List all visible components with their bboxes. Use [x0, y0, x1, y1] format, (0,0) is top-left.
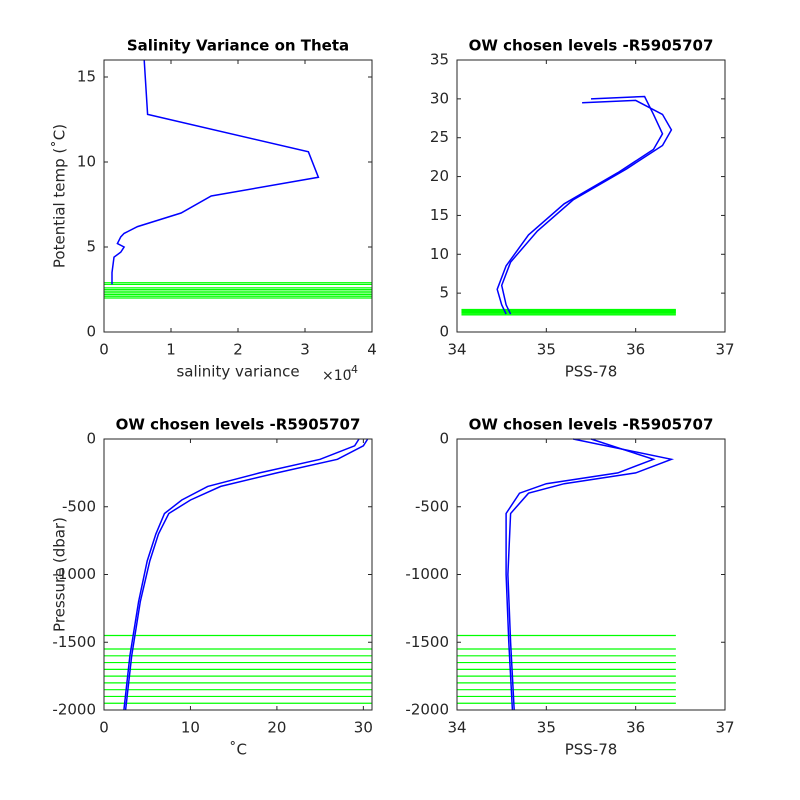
y-tick-label: 30 — [430, 89, 449, 107]
y-tick-label: 0 — [86, 430, 96, 448]
y-tick-label: 15 — [430, 206, 449, 224]
axes-background — [104, 439, 372, 710]
chart-title: OW chosen levels -R5905707 — [469, 37, 714, 55]
profile-line — [507, 438, 675, 711]
x-tick-label: 34 — [447, 719, 466, 737]
y-tick-label: 35 — [430, 51, 449, 69]
x-tick-label: 4 — [367, 341, 377, 359]
x-tick-label: 34 — [447, 341, 466, 359]
y-tick-label: 10 — [77, 153, 96, 171]
x-tick-label: 36 — [626, 341, 645, 359]
x-tick-label: 30 — [354, 719, 373, 737]
y-tick-label: 5 — [439, 284, 449, 302]
x-tick-label: 20 — [267, 719, 286, 737]
chart-title: OW chosen levels -R5905707 — [116, 416, 361, 434]
x-tick-label: 35 — [537, 719, 556, 737]
y-tick-label: -1000 — [405, 565, 449, 583]
y-tick-label: 5 — [86, 238, 96, 256]
x-axis-label: ˚C — [229, 741, 247, 759]
x-multiplier: ×10 — [322, 368, 352, 384]
axes-background — [104, 60, 372, 332]
x-tick-label: 37 — [715, 341, 734, 359]
x-tick-label: 36 — [626, 719, 645, 737]
x-tick-label: 3 — [300, 341, 310, 359]
x-tick-label: 35 — [537, 341, 556, 359]
y-tick-label: -1500 — [52, 633, 96, 651]
y-axis-label: Potential temp (˚C) — [51, 124, 69, 268]
x-tick-label: 10 — [181, 719, 200, 737]
profile-line — [500, 99, 673, 315]
y-tick-label: 20 — [430, 167, 449, 185]
y-axis-label: Pressure (dbar) — [51, 517, 69, 632]
profile-line — [123, 438, 360, 711]
x-tick-label: 37 — [715, 719, 734, 737]
y-tick-label: -2000 — [52, 701, 96, 719]
y-tick-label: -500 — [62, 497, 96, 515]
y-tick-label: 0 — [86, 323, 96, 341]
x-axis-label: salinity variance — [176, 363, 299, 381]
y-tick-label: 10 — [430, 245, 449, 263]
profile-line — [124, 438, 369, 711]
y-tick-label: -1000 — [52, 565, 96, 583]
profile-line — [505, 438, 656, 711]
chart-title: Salinity Variance on Theta — [127, 37, 349, 55]
chart-title: OW chosen levels -R5905707 — [469, 416, 714, 434]
y-tick-label: 0 — [439, 323, 449, 341]
x-axis-label: PSS-78 — [565, 363, 618, 381]
y-tick-label: -1500 — [405, 633, 449, 651]
x-tick-label: 1 — [166, 341, 176, 359]
y-tick-label: 15 — [77, 68, 96, 86]
axes-background — [457, 439, 725, 710]
axes-box — [456, 59, 726, 333]
y-tick-label: -2000 — [405, 701, 449, 719]
x-tick-label: 0 — [99, 341, 109, 359]
x-tick-label: 2 — [233, 341, 243, 359]
profile-line — [496, 95, 664, 315]
profile-line — [111, 59, 320, 285]
y-tick-label: -500 — [415, 497, 449, 515]
y-tick-label: 25 — [430, 128, 449, 146]
x-exponent: -4 — [347, 363, 358, 376]
y-tick-label: 0 — [439, 430, 449, 448]
x-tick-label: 0 — [99, 719, 109, 737]
x-axis-label: PSS-78 — [565, 741, 618, 759]
